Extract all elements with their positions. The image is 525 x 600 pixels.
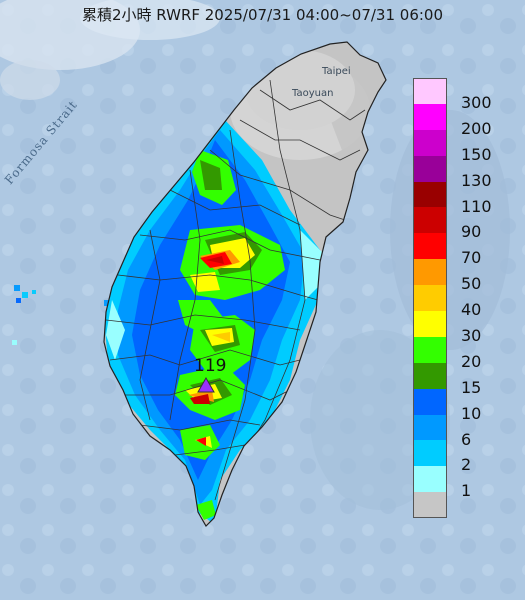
legend-row: 50 [413,259,515,292]
legend-label: 15 [461,377,482,397]
legend-swatch [413,285,447,312]
legend-row: 90 [413,207,515,240]
legend-label: 20 [461,351,482,371]
legend-row: 110 [413,181,515,214]
max-rainfall-value: 119 [194,356,227,376]
legend-row: 300 [413,78,515,111]
triangle-marker-icon [197,376,215,393]
boundary-lines [105,79,366,501]
legend-row: 20 [413,336,515,369]
legend-swatch [413,78,447,104]
legend-label: 1 [461,481,472,501]
legend-swatch [413,155,447,182]
cloud-patch [80,0,220,40]
legend-swatch [413,259,447,286]
legend-row: 1 [413,466,515,499]
legend-label: 70 [461,248,482,268]
legend-swatch [413,492,447,519]
coastline [103,41,387,527]
legend-row: 10 [413,388,515,421]
legend-label: 90 [461,222,482,242]
legend-row: 2 [413,440,515,473]
legend-swatch [413,388,447,415]
legend-label: 150 [461,144,492,164]
legend-label: 30 [461,326,482,346]
legend-swatch [413,414,447,441]
legend-swatch [413,207,447,234]
offshore-rain [12,285,110,345]
legend-row: 6 [413,414,515,447]
legend-label: 110 [461,196,492,216]
map-title: 累積2小時 RWRF 2025/07/31 04:00~07/31 06:00 [81,6,444,24]
legend-row: 130 [413,155,515,188]
legend-swatch [413,103,447,130]
legend-label: 130 [461,170,492,190]
legend-row: 200 [413,103,515,136]
legend-label: 2 [461,455,472,475]
legend-label: 40 [461,300,482,320]
legend-row: 15 [413,362,515,395]
rainfall-legend: 300 200 150 130 110 90 70 50 40 30 20 15 10 6 2 1 [413,78,515,519]
legend-swatch [413,440,447,467]
legend-row [413,492,515,519]
legend-row: 70 [413,233,515,266]
legend-swatch [413,233,447,260]
label-taipei: Taipei [322,66,351,77]
legend-label: 10 [461,403,482,423]
label-taoyuan: Taoyuan [292,88,334,99]
legend-label: 200 [461,118,492,138]
legend-swatch [413,336,447,363]
cloud-patch [0,60,60,100]
legend-label: 50 [461,274,482,294]
legend-label: 300 [461,93,492,112]
legend-row: 150 [413,129,515,162]
legend-swatch [413,311,447,337]
legend-label: 6 [461,429,472,449]
legend-swatch [413,466,447,493]
legend-row: 30 [413,311,515,344]
legend-swatch [413,129,447,156]
legend-row: 40 [413,285,515,318]
legend-swatch [413,181,447,208]
legend-swatch [413,362,447,389]
